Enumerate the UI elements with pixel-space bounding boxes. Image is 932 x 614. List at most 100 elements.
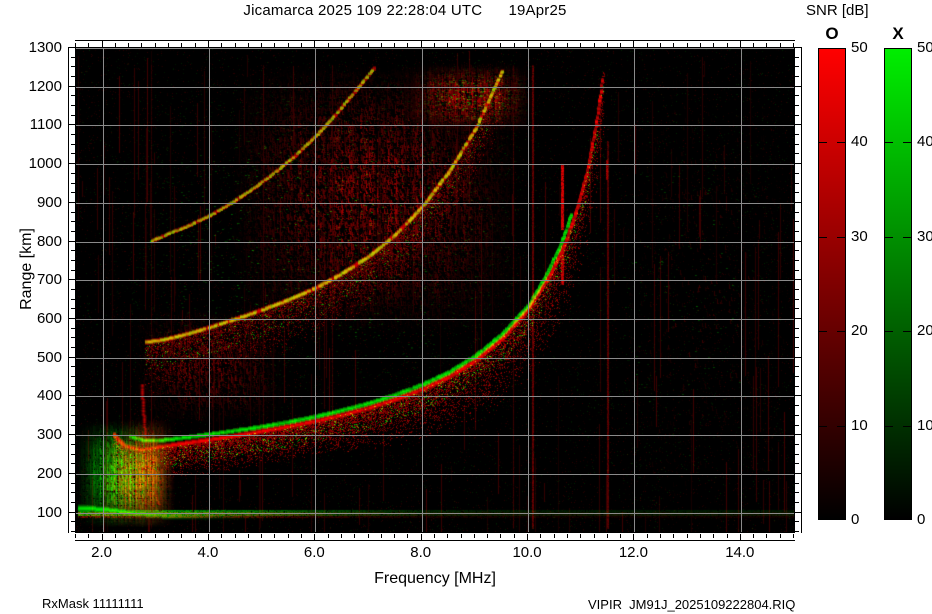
gridline-horizontal bbox=[76, 125, 794, 126]
gridline-vertical bbox=[422, 48, 423, 532]
colorbar-tick bbox=[903, 237, 912, 238]
gridline-horizontal bbox=[76, 87, 794, 88]
axis-tick bbox=[795, 76, 799, 77]
y-tick-label: 300 bbox=[36, 426, 62, 444]
axis-tick bbox=[354, 534, 355, 538]
axis-tick bbox=[793, 43, 794, 47]
colorbar-x-header: X bbox=[892, 24, 904, 43]
axis-tick bbox=[394, 534, 395, 538]
axis-tick bbox=[68, 318, 75, 319]
gridline-horizontal bbox=[76, 319, 794, 320]
gridline-horizontal bbox=[76, 48, 794, 49]
axis-tick bbox=[753, 43, 754, 47]
x-tick-label: 2.0 bbox=[91, 544, 112, 561]
axis-tick bbox=[181, 534, 182, 538]
axis-tick bbox=[71, 66, 75, 67]
axis-tick bbox=[102, 40, 103, 47]
ionogram-plot[interactable] bbox=[75, 47, 795, 533]
axis-tick bbox=[795, 183, 799, 184]
axis-tick bbox=[795, 434, 802, 435]
axis-tick bbox=[301, 43, 302, 47]
axis-tick bbox=[795, 502, 799, 503]
gridline-horizontal bbox=[76, 164, 794, 165]
axis-tick bbox=[713, 534, 714, 538]
axis-tick bbox=[795, 386, 799, 387]
axis-tick bbox=[514, 534, 515, 538]
y-tick-label: 200 bbox=[36, 464, 62, 482]
axis-tick bbox=[261, 43, 262, 47]
gridline-horizontal bbox=[76, 358, 794, 359]
axis-tick bbox=[474, 43, 475, 47]
axis-tick bbox=[88, 43, 89, 47]
axis-tick bbox=[795, 512, 802, 513]
axis-tick bbox=[633, 40, 634, 47]
axis-tick bbox=[795, 492, 799, 493]
axis-tick bbox=[341, 534, 342, 538]
y-axis-right-ticks bbox=[795, 47, 802, 533]
axis-tick bbox=[795, 105, 799, 106]
axis-tick bbox=[554, 43, 555, 47]
colorbar-tick-label: 40 bbox=[917, 133, 932, 151]
axis-tick bbox=[687, 534, 688, 538]
axis-tick bbox=[434, 534, 435, 538]
axis-tick bbox=[607, 43, 608, 47]
colorbar-tick-label: 40 bbox=[851, 133, 868, 151]
axis-tick bbox=[795, 376, 799, 377]
colorbar-tick bbox=[837, 237, 846, 238]
gridline-horizontal bbox=[76, 474, 794, 475]
axis-tick bbox=[407, 534, 408, 538]
axis-tick bbox=[795, 328, 799, 329]
axis-tick bbox=[71, 57, 75, 58]
axis-tick bbox=[274, 43, 275, 47]
axis-tick bbox=[795, 531, 799, 532]
axis-tick bbox=[354, 43, 355, 47]
axis-tick bbox=[795, 115, 799, 116]
axis-tick bbox=[660, 43, 661, 47]
colorbar-tick bbox=[818, 237, 827, 238]
axis-tick bbox=[795, 357, 802, 358]
axis-tick bbox=[795, 444, 799, 445]
x-tick-label: 12.0 bbox=[618, 544, 649, 561]
axis-tick bbox=[68, 434, 75, 435]
colorbar-tick bbox=[884, 426, 893, 427]
axis-tick bbox=[434, 43, 435, 47]
gridline-horizontal bbox=[76, 513, 794, 514]
colorbar-tick-label: 50 bbox=[851, 39, 868, 56]
gridline-vertical bbox=[209, 48, 210, 532]
axis-tick bbox=[795, 473, 802, 474]
axis-tick bbox=[368, 43, 369, 47]
axis-tick bbox=[673, 534, 674, 538]
axis-tick bbox=[421, 534, 422, 541]
axis-tick bbox=[713, 43, 714, 47]
axis-tick bbox=[288, 43, 289, 47]
axis-tick bbox=[128, 534, 129, 538]
axis-tick bbox=[487, 534, 488, 538]
axis-tick bbox=[461, 534, 462, 538]
axis-tick bbox=[102, 534, 103, 541]
axis-tick bbox=[71, 183, 75, 184]
axis-tick bbox=[421, 40, 422, 47]
axis-tick bbox=[795, 425, 799, 426]
axis-tick bbox=[141, 43, 142, 47]
axis-tick bbox=[71, 376, 75, 377]
axis-tick bbox=[71, 115, 75, 116]
colorbar-tick bbox=[903, 142, 912, 143]
ionogram-canvas bbox=[76, 48, 794, 532]
axis-tick bbox=[580, 534, 581, 538]
y-tick-label: 800 bbox=[36, 232, 62, 250]
axis-tick bbox=[314, 534, 315, 541]
gridline-horizontal bbox=[76, 242, 794, 243]
colorbar-tick bbox=[903, 331, 912, 332]
axis-tick bbox=[447, 43, 448, 47]
axis-tick bbox=[68, 124, 75, 125]
colorbar-tick bbox=[884, 142, 893, 143]
vipir-file-label: VIPIR JM91J_2025109222804.RIQ bbox=[588, 597, 796, 612]
axis-tick bbox=[88, 534, 89, 538]
axis-tick bbox=[795, 241, 802, 242]
axis-tick bbox=[700, 534, 701, 538]
gridline-vertical bbox=[315, 48, 316, 532]
axis-tick bbox=[580, 43, 581, 47]
axis-tick bbox=[461, 43, 462, 47]
axis-tick bbox=[727, 534, 728, 538]
axis-tick bbox=[567, 534, 568, 538]
